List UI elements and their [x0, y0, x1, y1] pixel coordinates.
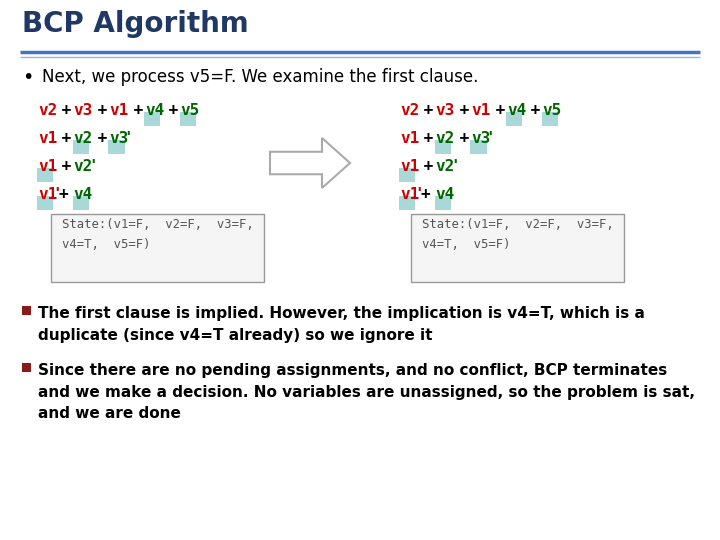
FancyBboxPatch shape	[435, 139, 451, 154]
FancyBboxPatch shape	[399, 195, 415, 210]
Text: The first clause is implied. However, the implication is v4=T, which is a
duplic: The first clause is implied. However, th…	[38, 306, 645, 342]
Text: ': '	[53, 187, 62, 202]
Text: v1: v1	[38, 131, 58, 146]
Text: v1: v1	[400, 159, 419, 174]
Text: +: +	[485, 103, 514, 118]
FancyBboxPatch shape	[179, 112, 196, 126]
FancyBboxPatch shape	[22, 363, 31, 372]
Text: ': '	[485, 131, 495, 146]
Text: ': '	[414, 187, 424, 202]
FancyBboxPatch shape	[37, 167, 53, 182]
Text: BCP Algorithm: BCP Algorithm	[22, 10, 248, 38]
Text: +: +	[53, 131, 81, 146]
Text: v1: v1	[400, 187, 419, 202]
Text: v1: v1	[38, 159, 58, 174]
Text: v2: v2	[73, 159, 93, 174]
Text: v4=T,  v5=F): v4=T, v5=F)	[422, 238, 510, 251]
Text: v4: v4	[145, 103, 164, 118]
Text: ': '	[450, 159, 459, 174]
FancyBboxPatch shape	[51, 214, 264, 282]
Text: State:(v1=F,  v2=F,  v3=F,: State:(v1=F, v2=F, v3=F,	[62, 218, 253, 231]
Text: v2: v2	[38, 103, 58, 118]
FancyArrow shape	[270, 138, 350, 188]
Text: +: +	[414, 131, 443, 146]
Text: v1: v1	[400, 131, 419, 146]
Text: ': '	[88, 159, 97, 174]
FancyBboxPatch shape	[22, 306, 31, 315]
Text: +: +	[421, 187, 441, 202]
Text: +: +	[53, 103, 81, 118]
Text: +: +	[59, 187, 78, 202]
Text: v1: v1	[109, 103, 129, 118]
Text: v3: v3	[472, 131, 490, 146]
FancyBboxPatch shape	[73, 195, 89, 210]
Text: Since there are no pending assignments, and no conflict, BCP terminates
and we m: Since there are no pending assignments, …	[38, 363, 695, 421]
Text: v1: v1	[472, 103, 490, 118]
FancyBboxPatch shape	[399, 167, 415, 182]
FancyBboxPatch shape	[73, 139, 89, 154]
Text: +: +	[159, 103, 188, 118]
FancyBboxPatch shape	[541, 112, 558, 126]
Text: v5: v5	[543, 103, 562, 118]
Text: +: +	[414, 159, 443, 174]
Text: ': '	[124, 131, 133, 146]
Text: +: +	[450, 103, 479, 118]
Text: v2: v2	[73, 131, 93, 146]
Text: +: +	[124, 103, 153, 118]
Text: v5: v5	[181, 103, 200, 118]
Text: +: +	[450, 131, 479, 146]
FancyBboxPatch shape	[108, 139, 125, 154]
Text: v4=T,  v5=F): v4=T, v5=F)	[62, 238, 150, 251]
Text: State:(v1=F,  v2=F,  v3=F,: State:(v1=F, v2=F, v3=F,	[422, 218, 613, 231]
FancyBboxPatch shape	[506, 112, 522, 126]
Text: v3: v3	[436, 103, 455, 118]
FancyBboxPatch shape	[37, 195, 53, 210]
Text: +: +	[521, 103, 550, 118]
Text: v4: v4	[73, 187, 93, 202]
Text: v3: v3	[73, 103, 93, 118]
Text: v2: v2	[400, 103, 419, 118]
FancyBboxPatch shape	[411, 214, 624, 282]
FancyBboxPatch shape	[470, 139, 487, 154]
FancyBboxPatch shape	[144, 112, 161, 126]
Text: v1: v1	[38, 187, 58, 202]
Text: +: +	[414, 103, 443, 118]
Text: +: +	[88, 103, 117, 118]
Text: v4: v4	[436, 187, 455, 202]
Text: Next, we process v5=F. We examine the first clause.: Next, we process v5=F. We examine the fi…	[42, 68, 478, 86]
Text: v2: v2	[436, 131, 455, 146]
Text: v3: v3	[109, 131, 129, 146]
Text: •: •	[22, 68, 33, 87]
Text: +: +	[88, 131, 117, 146]
Text: +: +	[53, 159, 81, 174]
Text: v2: v2	[436, 159, 455, 174]
Text: v4: v4	[507, 103, 526, 118]
FancyBboxPatch shape	[435, 195, 451, 210]
